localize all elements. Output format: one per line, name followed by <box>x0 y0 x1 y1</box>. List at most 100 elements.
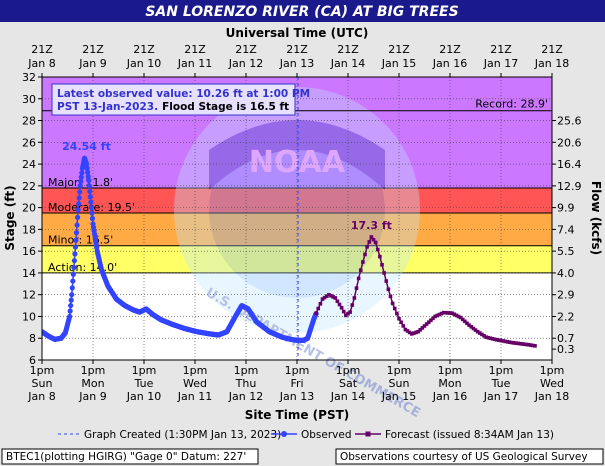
right-tick-label-0: 0.3 <box>557 343 575 356</box>
bottom-tick-day-10: Wed <box>540 377 564 390</box>
observed-point-94 <box>89 210 95 216</box>
forecast-point-20 <box>356 276 361 281</box>
forecast-point-64 <box>450 311 454 315</box>
forecast-point-32 <box>382 271 386 275</box>
forecast-point-19 <box>354 286 359 290</box>
top-tick-time-3: 21Z <box>184 43 206 56</box>
bottom-tick-date-3: Jan 11 <box>177 390 212 403</box>
forecast-point-74 <box>471 326 476 331</box>
forecast-point-93 <box>511 341 516 345</box>
latest-value-line2: PST 13-Jan-2023. Flood Stage is 16.5 ft <box>57 101 289 113</box>
bottom-tick-date-1: Jan 9 <box>78 390 106 403</box>
forecast-point-91 <box>507 340 512 344</box>
observed-point-63 <box>72 244 79 250</box>
forecast-point-72 <box>467 323 471 327</box>
forecast-point-86 <box>497 338 501 342</box>
forecast-point-4 <box>322 295 327 300</box>
observed-point-61 <box>71 258 78 264</box>
top-tick-date-5: Jan 13 <box>279 57 314 70</box>
forecast-point-37 <box>392 306 397 311</box>
bottom-tick-time-8: 1pm <box>438 364 463 377</box>
grid-lines <box>42 77 552 360</box>
forecast-point-102 <box>531 343 535 348</box>
left-tick-label-1: 8 <box>29 332 36 345</box>
bottom-tick-day-6: Sat <box>339 377 358 390</box>
forecast-point-62 <box>446 311 450 315</box>
left-tick-label-6: 18 <box>22 223 36 236</box>
forecast-point-25 <box>367 240 372 244</box>
top-tick-date-3: Jan 11 <box>177 57 212 70</box>
forecast-point-1 <box>316 306 321 311</box>
legend: Graph Created (1:30PM Jan 13, 2023) Obse… <box>58 429 554 441</box>
observed-point-70 <box>76 195 82 201</box>
forecast-point-57 <box>435 313 440 318</box>
forecast-point-0 <box>314 311 318 315</box>
observed-point-93 <box>88 205 95 211</box>
right-tick-label-4: 4.0 <box>557 267 575 280</box>
footer-left-text: BTEC1(plotting HGIRG) "Gage 0" Datum: 22… <box>6 451 246 463</box>
observed-point-52 <box>67 313 73 320</box>
forecast-point-45 <box>409 332 414 336</box>
right-tick-label-5: 5.5 <box>557 245 575 258</box>
right-tick-label-6: 7.4 <box>557 223 575 236</box>
zone-label-0: Action: 14.0' <box>48 261 117 274</box>
observed-point-75 <box>79 170 85 176</box>
top-tick-date-10: Jan 18 <box>534 57 569 70</box>
forecast-point-53 <box>426 320 431 324</box>
forecast-point-30 <box>378 254 382 259</box>
forecast-point-10 <box>335 299 340 304</box>
bottom-axis-title: Site Time (PST) <box>245 408 350 422</box>
top-tick-time-5: 21Z <box>286 43 308 56</box>
bottom-tick-day-5: Fri <box>290 377 303 390</box>
left-tick-label-11: 28 <box>22 115 36 128</box>
bottom-tick-time-4: 1pm <box>234 364 259 377</box>
latest-value-date: PST 13-Jan-2023. <box>57 101 158 113</box>
forecast-point-88 <box>501 339 505 343</box>
latest-value-box-frame <box>51 83 296 116</box>
forecast-point-95 <box>516 341 520 346</box>
left-tick-label-0: 6 <box>29 354 36 367</box>
zone-band-0 <box>42 245 552 273</box>
forecast-point-35 <box>388 294 393 299</box>
flood-stage-note: Flood Stage is 16.5 ft <box>162 101 289 113</box>
title-bar <box>0 0 605 22</box>
forecast-point-58 <box>437 312 442 317</box>
forecast-point-90 <box>505 339 510 344</box>
forecast-point-43 <box>405 329 410 333</box>
bottom-tick-day-3: Wed <box>183 377 207 390</box>
top-tick-time-4: 21Z <box>235 43 257 56</box>
forecast-point-71 <box>465 321 469 326</box>
top-tick-time-8: 21Z <box>439 43 461 56</box>
bottom-tick-time-3: 1pm <box>183 364 208 377</box>
right-tick-label-1: 0.7 <box>557 332 575 345</box>
data-series <box>42 155 537 348</box>
observed-point-58 <box>70 278 76 284</box>
top-tick-time-1: 21Z <box>82 43 104 56</box>
forecast-point-16 <box>348 310 352 314</box>
forecast-point-15 <box>346 311 350 316</box>
forecast-point-7 <box>329 293 333 298</box>
forecast-point-3 <box>320 297 325 301</box>
forecast-point-92 <box>509 340 514 345</box>
right-tick-label-9: 16.4 <box>557 158 582 171</box>
forecast-point-48 <box>416 329 420 334</box>
forecast-point-27 <box>371 237 376 242</box>
forecast-point-28 <box>373 240 378 245</box>
forecast-point-17 <box>350 303 355 307</box>
bottom-tick-time-6: 1pm <box>336 364 361 377</box>
record-label: Record: 28.9' <box>475 98 548 111</box>
top-tick-date-0: Jan 8 <box>27 57 55 70</box>
forecast-point-41 <box>401 324 406 328</box>
top-tick-date-8: Jan 16 <box>432 57 467 70</box>
forecast-point-75 <box>473 328 478 332</box>
forecast-point-55 <box>431 316 435 321</box>
observed-point-60 <box>71 264 77 271</box>
right-axis-title: Flow (kcfs) <box>589 181 603 255</box>
observed-point-95 <box>89 215 96 222</box>
observed-point-71 <box>77 189 83 195</box>
observed-point-85 <box>84 165 90 171</box>
forecast-point-61 <box>443 310 448 315</box>
observed-point-67 <box>74 214 81 221</box>
bottom-tick-date-6: Jan 14 <box>330 390 365 403</box>
observed-point-69 <box>76 201 82 207</box>
